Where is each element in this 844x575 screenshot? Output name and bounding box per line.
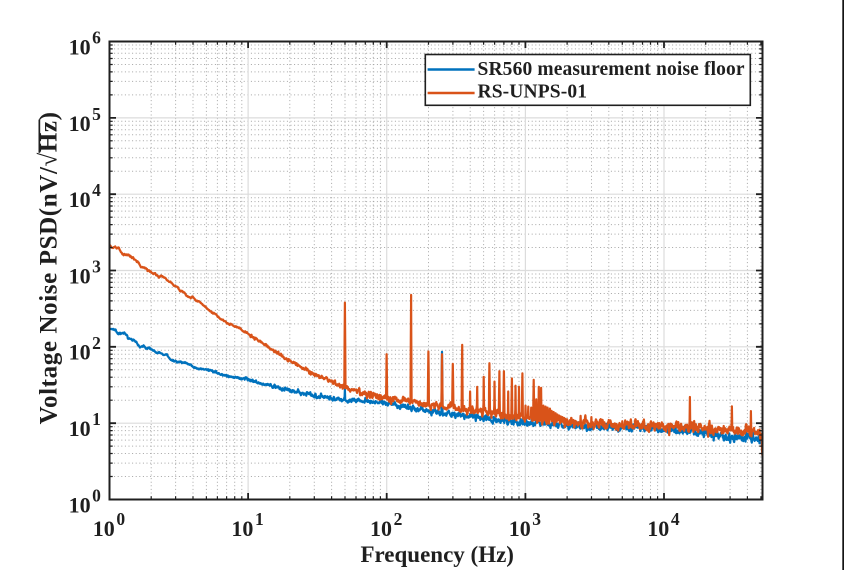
svg-text:10: 10 (69, 492, 91, 517)
svg-text:2: 2 (92, 333, 101, 353)
svg-text:SR560 measurement noise floor: SR560 measurement noise floor (478, 59, 745, 80)
svg-text:10: 10 (69, 416, 91, 441)
svg-text:0: 0 (92, 486, 101, 506)
svg-text:10: 10 (231, 516, 253, 541)
svg-text:10: 10 (93, 516, 115, 541)
svg-text:10: 10 (69, 111, 91, 136)
svg-text:10: 10 (69, 340, 91, 365)
svg-text:3: 3 (532, 509, 541, 529)
svg-text:10: 10 (69, 34, 91, 59)
svg-text:4: 4 (671, 509, 680, 529)
svg-text:10: 10 (647, 516, 669, 541)
svg-text:1: 1 (255, 509, 264, 529)
svg-text:6: 6 (92, 28, 101, 48)
svg-text:10: 10 (370, 516, 392, 541)
svg-text:4: 4 (92, 180, 101, 200)
svg-text:RS-UNPS-01: RS-UNPS-01 (478, 82, 588, 103)
svg-text:Voltage Noise PSD(nV/√Hz): Voltage Noise PSD(nV/√Hz) (36, 111, 63, 424)
svg-text:1: 1 (92, 409, 101, 429)
svg-text:2: 2 (394, 509, 403, 529)
svg-text:0: 0 (116, 509, 125, 529)
svg-text:10: 10 (69, 187, 91, 212)
svg-text:Frequency (Hz): Frequency (Hz) (360, 542, 514, 567)
svg-text:10: 10 (509, 516, 531, 541)
svg-text:3: 3 (92, 257, 101, 277)
svg-text:5: 5 (92, 104, 101, 124)
svg-text:10: 10 (69, 263, 91, 288)
